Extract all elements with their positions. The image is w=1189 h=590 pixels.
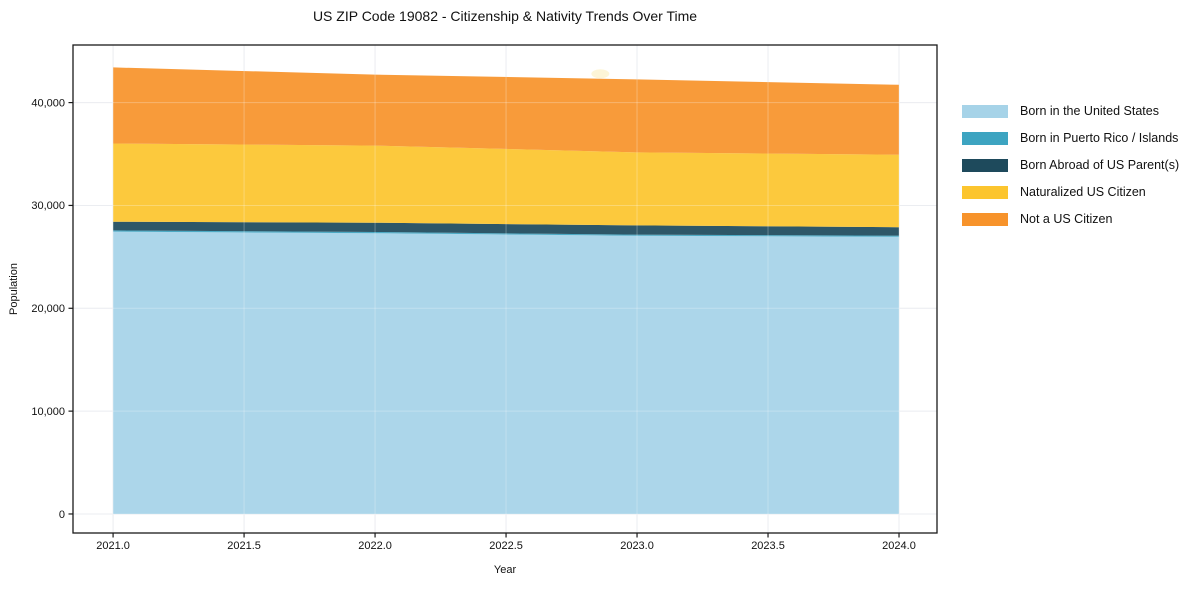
x-tick-label: 2023.0	[620, 540, 654, 552]
legend-swatch-3	[962, 185, 1008, 199]
legend-label: Naturalized US Citizen	[1020, 185, 1146, 199]
x-tick-label: 2021.5	[227, 540, 261, 552]
chart-title: US ZIP Code 19082 - Citizenship & Nativi…	[312, 8, 698, 24]
y-tick-label: 0	[59, 509, 65, 521]
area-series-0	[113, 231, 900, 514]
area-series-3	[113, 143, 900, 228]
x-tick-label: 2021.0	[96, 540, 130, 552]
area-series-1	[113, 230, 900, 237]
x-axis-label: Year	[493, 564, 517, 576]
legend-label: Not a US Citizen	[1020, 212, 1113, 226]
x-tick-label: 2024.0	[882, 540, 916, 552]
legend-swatch-2	[962, 158, 1008, 172]
area-series-2	[113, 221, 900, 236]
marker-artifact	[591, 69, 610, 79]
legend-label: Born in Puerto Rico / Islands	[1020, 131, 1179, 145]
y-tick-label: 40,000	[31, 97, 65, 109]
x-tick-label: 2022.0	[358, 540, 392, 552]
legend-item: Not a US Citizen	[962, 212, 1179, 226]
x-tick-label: 2022.5	[489, 540, 523, 552]
legend-swatch-4	[962, 212, 1008, 226]
y-tick-label: 20,000	[31, 303, 65, 315]
legend-item: Naturalized US Citizen	[962, 185, 1179, 199]
legend-item: Born Abroad of US Parent(s)	[962, 158, 1179, 172]
legend-swatch-1	[962, 131, 1008, 145]
x-tick-label: 2023.5	[751, 540, 785, 552]
y-tick-label: 10,000	[31, 406, 65, 418]
legend-label: Born Abroad of US Parent(s)	[1020, 158, 1180, 172]
legend-item: Born in the United States	[962, 104, 1179, 118]
y-tick-label: 30,000	[31, 200, 65, 212]
area-series-4	[113, 67, 900, 155]
legend-swatch-0	[962, 104, 1008, 118]
y-axis-label: Population	[8, 263, 20, 315]
legend-label: Born in the United States	[1020, 104, 1159, 118]
legend: Born in the United States Born in Puerto …	[962, 104, 1179, 226]
axes-frame	[72, 44, 938, 534]
legend-item: Born in Puerto Rico / Islands	[962, 131, 1179, 145]
